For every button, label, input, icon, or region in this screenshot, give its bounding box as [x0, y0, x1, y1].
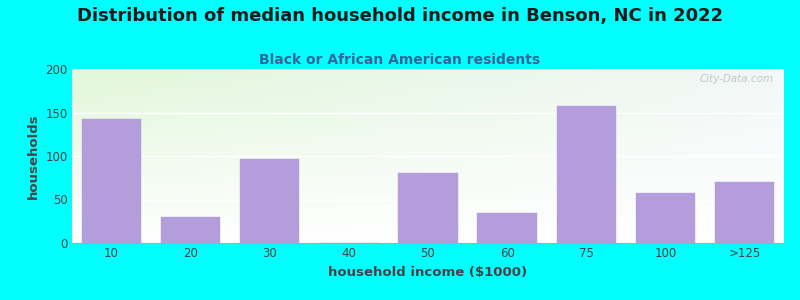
Bar — [82, 118, 142, 243]
Bar — [240, 159, 299, 243]
Text: City-Data.com: City-Data.com — [699, 74, 774, 84]
Bar — [161, 217, 220, 243]
Bar — [557, 106, 616, 243]
Text: Black or African American residents: Black or African American residents — [259, 52, 541, 67]
Bar — [478, 212, 537, 243]
Text: Distribution of median household income in Benson, NC in 2022: Distribution of median household income … — [77, 8, 723, 26]
Bar — [636, 193, 695, 243]
Y-axis label: households: households — [27, 113, 40, 199]
Bar — [714, 182, 774, 243]
X-axis label: household income ($1000): household income ($1000) — [329, 266, 527, 279]
Bar — [398, 173, 458, 243]
